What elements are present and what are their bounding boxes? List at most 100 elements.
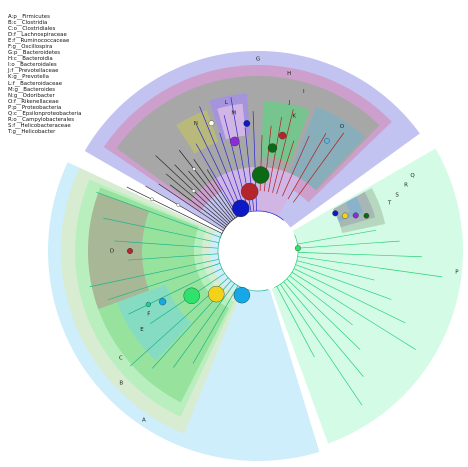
branch-red bbox=[272, 109, 294, 193]
branch-red bbox=[287, 133, 327, 200]
branch-blue bbox=[196, 125, 241, 216]
legend-item: R:o__Campylobacterales bbox=[8, 116, 75, 123]
legend-item: C:o__Clostridiales bbox=[8, 26, 56, 33]
branch-green bbox=[293, 268, 406, 324]
legend-item: K:g__Prevotella bbox=[8, 74, 49, 81]
clade-label-m: M bbox=[231, 111, 236, 117]
legend-item: D:f__Lachnospiraceae bbox=[8, 32, 67, 39]
node-ruminococcaceae bbox=[159, 298, 167, 306]
tree-core bbox=[218, 211, 298, 291]
branch-grey bbox=[145, 185, 224, 232]
legend-item: E:f__Ruminococcaceae bbox=[8, 38, 70, 45]
node-odoribacter bbox=[208, 120, 215, 127]
branch-grey bbox=[158, 183, 226, 229]
branch-red bbox=[282, 135, 310, 197]
node-prevotella bbox=[278, 131, 287, 140]
clade-label-o: O bbox=[340, 124, 345, 130]
branch-green bbox=[297, 240, 400, 249]
branch-blue bbox=[195, 143, 239, 217]
node-helicobacter bbox=[363, 212, 370, 219]
node-oscillospira bbox=[145, 301, 151, 308]
node-proteobacteria bbox=[294, 245, 301, 252]
branch-green bbox=[286, 278, 361, 350]
legend-item: F:g__Oscillospira bbox=[8, 44, 53, 51]
node-epsilonproteobacteria bbox=[332, 210, 339, 217]
legend-item: H:c__Bacteroidia bbox=[8, 56, 53, 63]
branch-teal bbox=[128, 253, 219, 261]
clade-label-f: F bbox=[147, 312, 150, 318]
legend-item: N:g__Odoribacter bbox=[8, 92, 55, 99]
node-bacteroidia bbox=[240, 182, 259, 201]
node-minor bbox=[176, 203, 181, 207]
branch-grey bbox=[178, 149, 234, 220]
clade-label-h: H bbox=[287, 71, 291, 77]
node-minor bbox=[192, 167, 196, 171]
clade-label-b: B bbox=[119, 380, 123, 386]
node-lachnospiraceae bbox=[126, 247, 133, 254]
legend-item: S:f__Helicobacteraceae bbox=[8, 122, 71, 129]
clade-label-i: I bbox=[303, 89, 305, 95]
clade-label-k: K bbox=[292, 113, 296, 119]
clade-label-c: C bbox=[119, 356, 123, 362]
clade-n-background bbox=[176, 110, 219, 154]
branch-green bbox=[289, 275, 353, 326]
proteobacteria-arc bbox=[274, 234, 299, 288]
branch-green bbox=[297, 252, 422, 258]
branch-grey bbox=[193, 159, 236, 219]
branch-red bbox=[276, 140, 295, 195]
clade-label-l: L bbox=[225, 100, 229, 106]
legend-item: B:c__Clostridia bbox=[8, 20, 48, 27]
node-bacteroidales bbox=[251, 166, 270, 184]
branch-green bbox=[297, 229, 377, 245]
legend-item: G:p__Bacteroidetes bbox=[8, 50, 61, 57]
clade-m-background bbox=[217, 103, 246, 140]
legend-item: A:p__Firmicutes bbox=[8, 14, 50, 20]
branch-teal bbox=[114, 240, 219, 249]
clade-p-background bbox=[271, 148, 463, 444]
branch-teal bbox=[103, 217, 219, 244]
branch-green bbox=[276, 286, 315, 358]
branch-grey bbox=[165, 173, 228, 226]
clade-label-n: N bbox=[194, 121, 198, 127]
branch-green bbox=[296, 260, 375, 281]
legend-item: Q:c__Epsilonproteobacteria bbox=[8, 110, 82, 117]
clade-label-r: R bbox=[404, 183, 408, 189]
clade-label-q: Q bbox=[410, 173, 415, 179]
branch-grey bbox=[126, 186, 223, 234]
clade-label-s: S bbox=[395, 192, 399, 198]
branch-teal bbox=[173, 283, 235, 368]
node-minor bbox=[191, 189, 196, 193]
branch-red bbox=[268, 117, 282, 192]
branch-teal bbox=[96, 191, 221, 238]
legend-item: L:f__Bacteroidaceae bbox=[8, 80, 63, 87]
node-campylobacterales bbox=[341, 212, 349, 219]
legend-item: I:o__Bacteroidales bbox=[8, 62, 57, 69]
clade-label-g: G bbox=[256, 57, 260, 63]
legend-item: P:p__Proteobacteria bbox=[8, 104, 62, 111]
node-helicobacteraceae bbox=[352, 212, 359, 219]
clade-d-background bbox=[87, 192, 149, 310]
branch-grey bbox=[169, 184, 227, 228]
branch-red bbox=[292, 132, 345, 203]
clade-label-j: J bbox=[288, 100, 291, 106]
node-bacteroides bbox=[243, 120, 251, 127]
node-clostridia bbox=[208, 285, 225, 303]
branch-teal bbox=[128, 268, 223, 315]
node-clostridiales bbox=[183, 287, 200, 304]
branch-teal bbox=[107, 263, 221, 301]
branch-green bbox=[280, 283, 363, 406]
branch-green bbox=[291, 271, 416, 350]
branch-blue bbox=[199, 106, 244, 215]
legend-item: M:g__Bacteroides bbox=[8, 86, 56, 93]
clade-label-p: P bbox=[455, 269, 459, 275]
node-minor bbox=[150, 197, 154, 202]
branch-green bbox=[295, 264, 392, 300]
node-bacteroidetes bbox=[232, 199, 250, 218]
branch-green bbox=[283, 281, 364, 377]
branch-teal bbox=[89, 258, 219, 288]
legend-item: O:f__Rikenellaceae bbox=[8, 98, 59, 105]
legend-item: T:g__Helicobacter bbox=[8, 128, 56, 135]
legend: A:p__Firmicutes B:c__Clostridia C:o__Clo… bbox=[8, 14, 81, 135]
clade-label-d: D bbox=[110, 249, 114, 255]
